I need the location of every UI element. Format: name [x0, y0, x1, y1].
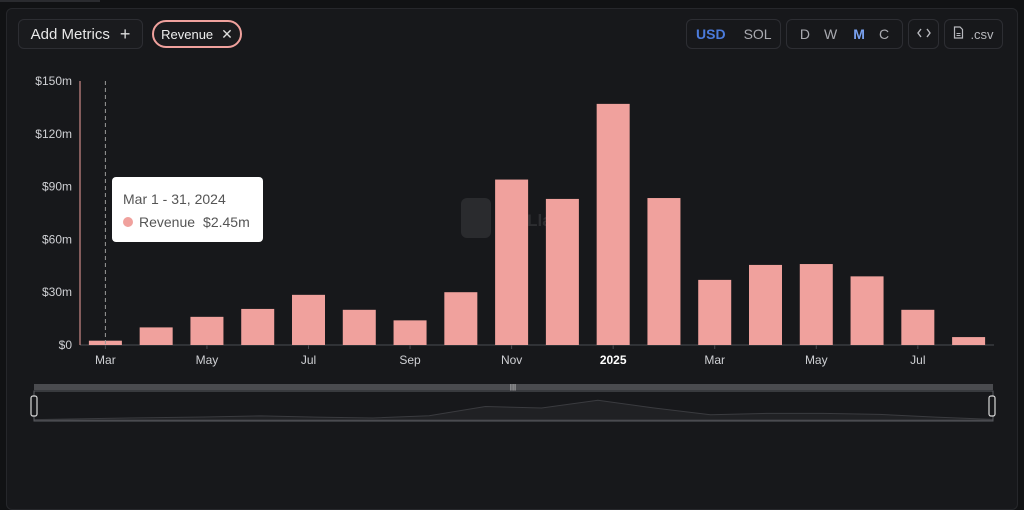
bar-2024-12[interactable] [545, 198, 579, 345]
y-tick-label: $30m [42, 285, 72, 299]
y-tick-label: $90m [42, 180, 72, 194]
tooltip-series-name: Revenue [139, 214, 196, 230]
y-tick-label: $120m [35, 127, 72, 141]
bar-2025-07[interactable] [901, 309, 935, 345]
currency-sol-button[interactable]: SOL [743, 26, 772, 42]
range-slider-preview [34, 399, 993, 421]
tooltip-series-dot [123, 217, 133, 227]
bar-2024-10[interactable] [444, 292, 478, 345]
x-tick-label: 2025 [600, 353, 627, 367]
csv-download-button[interactable]: .csv [944, 19, 1003, 49]
bar-2024-06[interactable] [241, 308, 275, 345]
file-icon [953, 26, 964, 42]
bar-2024-05[interactable] [190, 316, 224, 345]
currency-toggle: USD SOL [686, 19, 781, 49]
bar-2025-04[interactable] [749, 264, 782, 345]
csv-label: .csv [970, 26, 994, 42]
x-tick-label: Jul [910, 353, 925, 367]
bar-series [88, 103, 986, 345]
bar-2025-06[interactable] [850, 276, 884, 345]
x-tick-label: May [196, 353, 219, 367]
x-tick-label: May [805, 353, 828, 367]
top-edge [0, 0, 100, 2]
x-axis: Mar May Jul Sep Nov 2025 Mar May Jul [80, 344, 994, 367]
bar-2025-01[interactable] [596, 103, 630, 345]
bar-2025-03[interactable] [698, 279, 732, 345]
embed-button[interactable] [908, 19, 939, 49]
y-tick-label: $60m [42, 232, 72, 246]
tooltip-row: Revenue $2.45m [123, 214, 263, 230]
x-tick-label: Mar [704, 353, 725, 367]
interval-w-button[interactable]: W [824, 26, 838, 42]
bar-2024-04[interactable] [139, 327, 173, 345]
close-icon[interactable]: ✕ [221, 25, 233, 42]
add-metrics-label: Add Metrics [30, 25, 110, 43]
tooltip-value: $2.45m [203, 214, 250, 230]
range-slider-track[interactable] [34, 384, 993, 390]
chart-tooltip: Mar 1 - 31, 2024 Revenue $2.45m [112, 177, 263, 242]
range-slider-grip-icon[interactable]: ||| [510, 383, 516, 392]
x-tick-label: Nov [501, 353, 522, 367]
revenue-chip-label: Revenue [161, 26, 214, 42]
plus-icon: + [119, 24, 131, 44]
x-tick-label: Mar [95, 353, 116, 367]
bar-2024-08[interactable] [342, 309, 376, 345]
interval-d-button[interactable]: D [799, 26, 811, 42]
x-tick-label: Jul [301, 353, 316, 367]
revenue-chip[interactable]: Revenue ✕ [152, 20, 242, 48]
y-axis: $0 $30m $60m $90m $120m $150m [35, 74, 72, 352]
bar-2024-07[interactable] [292, 294, 325, 345]
tooltip-title: Mar 1 - 31, 2024 [123, 191, 226, 207]
add-metrics-button[interactable]: Add Metrics + [18, 19, 143, 49]
bar-2025-05[interactable] [799, 264, 833, 345]
x-tick-label: Sep [399, 353, 421, 367]
range-slider-left-handle[interactable] [30, 395, 38, 417]
range-slider-right-handle[interactable] [988, 395, 996, 417]
bar-2024-11[interactable] [495, 179, 529, 345]
y-tick-label: $150m [35, 74, 72, 88]
y-tick-label: $0 [59, 338, 73, 352]
bar-2025-02[interactable] [647, 198, 681, 345]
currency-usd-button[interactable]: USD [696, 26, 726, 42]
interval-toggle: D W M C [786, 19, 903, 49]
interval-m-button[interactable]: M [853, 26, 865, 42]
range-slider[interactable]: ||| [30, 383, 996, 422]
bar-2025-08[interactable] [952, 337, 986, 345]
code-icon [916, 27, 931, 42]
bar-2024-09[interactable] [393, 320, 427, 345]
interval-c-button[interactable]: C [878, 26, 890, 42]
